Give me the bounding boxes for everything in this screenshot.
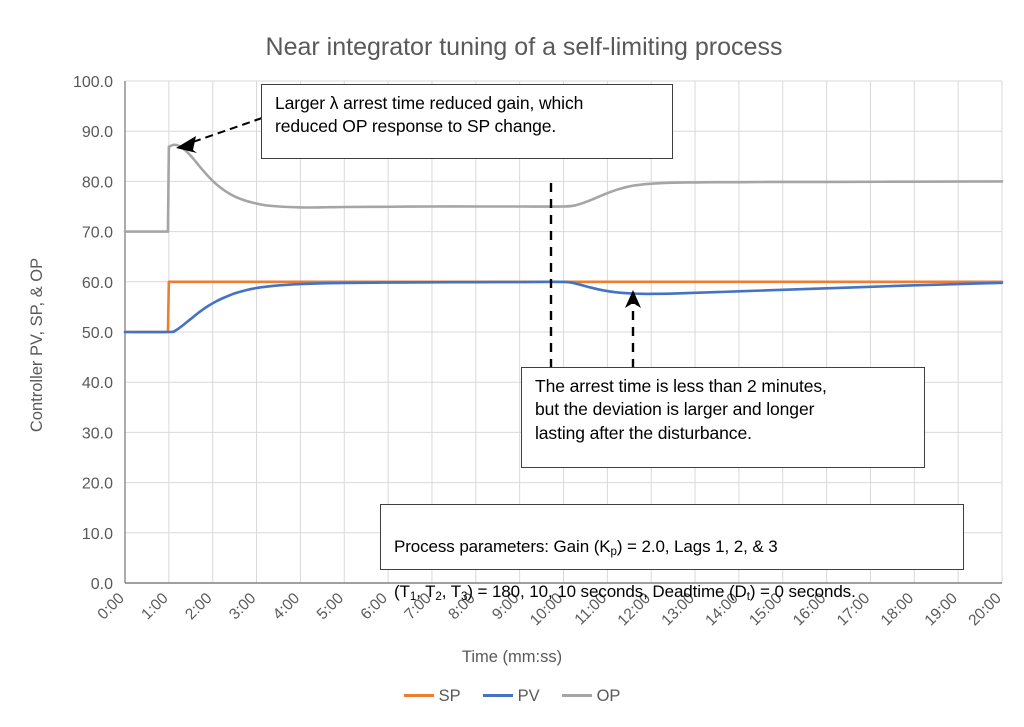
params-line-1: Process parameters: Gain (Kp) = 2.0, Lag… <box>394 536 953 559</box>
params-gain-subscript: p <box>610 545 617 558</box>
lambda-arrow-line <box>189 117 263 144</box>
annotation-lambda-note: Larger λ arrest time reduced gain, which… <box>261 84 673 159</box>
lambda-arrow-head <box>176 136 197 153</box>
y-axis-tick-label: 80.0 <box>82 174 113 191</box>
legend-item-op[interactable]: OP <box>561 687 621 706</box>
legend-item-sp[interactable]: SP <box>403 687 461 706</box>
params-gain-prefix: Process parameters: Gain (K <box>394 536 611 556</box>
x-axis-tick-label: 0:00 <box>94 590 128 624</box>
params-deadtime-suffix: ) = 0 seconds. <box>749 582 856 602</box>
chart-title: Near integrator tuning of a self-limitin… <box>266 33 783 61</box>
params-deadtime-subscript: t <box>746 591 750 604</box>
params-t1-subscript: 1 <box>409 591 417 604</box>
y-axis-tick-label: 100.0 <box>73 74 113 91</box>
data-series-group <box>123 143 1004 334</box>
x-axis-tick-label: 6:00 <box>358 590 392 624</box>
params-deadtime-prefix: ) = 180, 10, 10 seconds, Deadtime (D <box>467 582 747 602</box>
legend-label-op: OP <box>596 687 621 706</box>
y-axis-tick-label: 20.0 <box>82 476 113 493</box>
legend-swatch-pv <box>482 694 513 698</box>
annotation-pointers <box>176 117 641 368</box>
y-axis-tick-label: 10.0 <box>82 526 113 543</box>
params-t-open: (T <box>394 582 410 602</box>
x-axis-tick-label: 5:00 <box>314 590 348 624</box>
legend-item-pv[interactable]: PV <box>482 687 540 706</box>
series-line-pv <box>123 280 1004 334</box>
x-axis-title: Time (mm:ss) <box>462 648 562 666</box>
params-t3-subscript: 3 <box>460 591 468 604</box>
pv-dip-arrow-head <box>625 290 641 308</box>
y-axis-tick-label: 40.0 <box>82 375 113 392</box>
x-axis-tick-label: 20:00 <box>965 590 1005 630</box>
y-axis-tick-label: 30.0 <box>82 425 113 442</box>
legend-swatch-sp <box>403 694 434 698</box>
legend-label-sp: SP <box>438 687 461 706</box>
y-axis-tick-labels: 0.0 10.0 20.0 30.0 40.0 50.0 60.0 70.0 80.0 90.0 1… <box>73 74 113 593</box>
x-axis-tick-label: 2:00 <box>182 590 216 624</box>
y-axis-tick-label: 70.0 <box>82 225 113 242</box>
params-t3-prefix: , T <box>441 582 461 602</box>
annotation-arrest-note: The arrest time is less than 2 minutes, … <box>521 367 925 468</box>
legend-label-pv: PV <box>517 687 540 706</box>
x-axis-tick-label: 4:00 <box>270 590 304 624</box>
y-axis-title: Controller PV, SP, & OP <box>28 258 46 432</box>
y-axis-tick-label: 0.0 <box>91 576 113 593</box>
params-t2-prefix: , T <box>416 582 436 602</box>
annotation-process-parameters: Process parameters: Gain (Kp) = 2.0, Lag… <box>380 504 964 603</box>
y-axis-tick-label: 60.0 <box>82 275 113 292</box>
params-t2-subscript: 2 <box>435 591 442 604</box>
params-gain-suffix: ) = 2.0, Lags 1, 2, & 3 <box>616 536 778 556</box>
y-axis-tick-label: 90.0 <box>82 124 113 141</box>
series-line-op <box>123 143 1004 233</box>
y-axis-tick-label: 50.0 <box>82 325 113 342</box>
x-axis-tick-label: 3:00 <box>226 590 260 624</box>
chart-legend: SP PV OP <box>0 687 1024 706</box>
x-axis-tick-label: 1:00 <box>138 590 172 624</box>
legend-swatch-op <box>561 694 592 698</box>
params-line-2: (T1, T2, T3) = 180, 10, 10 seconds, Dead… <box>394 581 953 604</box>
